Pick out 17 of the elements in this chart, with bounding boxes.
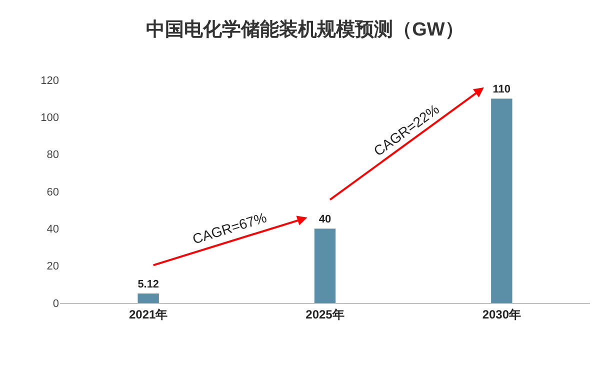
x-tick-label: 2021年 (128, 307, 168, 322)
bar (491, 98, 512, 303)
bar (138, 293, 159, 303)
y-tick-label: 0 (52, 298, 59, 310)
y-tick-label: 40 (46, 224, 59, 236)
data-label: 110 (492, 84, 511, 96)
chart-title: 中国电化学储能装机规模预测（GW） (146, 18, 464, 40)
y-tick-label: 100 (40, 112, 59, 124)
y-tick-label: 60 (46, 186, 59, 198)
x-tick-label: 2025年 (306, 307, 344, 322)
x-tick-label: 2030年 (482, 307, 522, 322)
data-label: 5.12 (138, 278, 159, 291)
y-tick-label: 20 (46, 260, 59, 273)
data-label: 40 (318, 214, 332, 226)
y-tick-label: 80 (46, 149, 59, 162)
bar (314, 228, 336, 303)
y-tick-label: 120 (40, 74, 59, 87)
